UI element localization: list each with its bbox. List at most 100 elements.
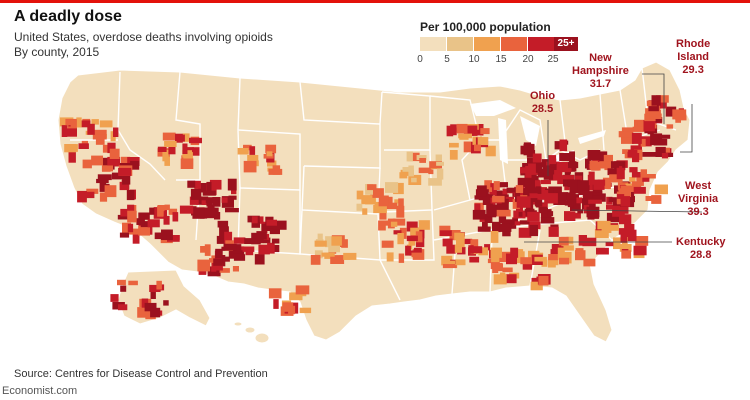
county-cell	[548, 254, 559, 262]
county-cell	[490, 247, 502, 258]
county-cell	[119, 232, 130, 238]
county-cell	[64, 144, 77, 153]
county-cell	[480, 128, 490, 135]
legend-swatch-3	[501, 37, 527, 51]
annotation-rhode-island-value: 29.3	[682, 64, 704, 76]
county-cell	[498, 251, 511, 262]
county-cell	[606, 212, 620, 223]
alaska-shape	[117, 269, 211, 327]
top-rule	[0, 0, 750, 3]
county-cell	[330, 255, 345, 264]
county-cell	[550, 249, 562, 259]
county-cell	[70, 119, 77, 130]
county-cell	[138, 225, 150, 236]
county-cell	[356, 203, 363, 211]
legend-swatch-2	[474, 37, 500, 51]
county-cell	[463, 125, 478, 136]
county-cell	[621, 133, 635, 144]
county-cell	[127, 210, 137, 223]
county-cell	[649, 113, 662, 119]
county-cell	[68, 150, 76, 163]
county-cell	[527, 211, 540, 222]
county-cell	[163, 215, 170, 225]
county-cell	[642, 177, 650, 182]
annotation-leaders	[524, 73, 703, 243]
county-cell	[558, 236, 569, 246]
county-cell	[519, 220, 530, 225]
county-cell	[149, 284, 161, 292]
county-cell	[110, 294, 119, 302]
overdose-hotspots	[59, 95, 687, 320]
legend-tick-20: 20	[522, 54, 534, 65]
county-cell	[469, 256, 480, 263]
county-cell	[267, 242, 275, 254]
county-cell	[436, 161, 444, 166]
county-cell	[273, 220, 287, 230]
county-cell	[390, 221, 398, 227]
county-cell	[650, 133, 663, 146]
county-cell	[102, 144, 109, 153]
county-cell	[502, 267, 513, 273]
county-cell	[530, 281, 543, 291]
county-cell	[444, 260, 455, 266]
county-cell	[406, 221, 418, 232]
county-cell	[228, 250, 243, 259]
county-cell	[539, 203, 548, 210]
county-cell	[540, 217, 555, 224]
county-cell	[506, 187, 519, 193]
county-cell	[122, 222, 132, 235]
county-cell	[482, 194, 493, 205]
legend-swatch-top: 25+	[554, 37, 578, 51]
county-cell	[454, 244, 462, 253]
county-cell	[221, 197, 228, 203]
county-cell	[256, 231, 267, 240]
county-cell	[378, 195, 389, 207]
county-cell	[91, 119, 99, 125]
county-cell	[592, 193, 606, 202]
county-cell	[576, 197, 582, 204]
county-cell	[77, 120, 91, 128]
county-cell	[651, 195, 662, 204]
county-cell	[442, 264, 457, 269]
legend-tick-15: 15	[495, 54, 507, 65]
county-cell	[449, 142, 459, 148]
county-cell	[379, 209, 387, 220]
county-cell	[472, 246, 483, 254]
county-cell	[144, 302, 157, 312]
county-cell	[547, 260, 559, 266]
county-cell	[102, 166, 111, 172]
county-cell	[87, 123, 95, 135]
county-cell	[563, 252, 572, 264]
county-cell	[97, 174, 112, 181]
county-cell	[446, 244, 456, 254]
annotation-west-virginia-name-2: Virginia	[678, 193, 719, 205]
county-cell	[658, 134, 671, 139]
county-cell	[458, 133, 472, 139]
county-cell	[187, 180, 196, 188]
county-cell	[266, 219, 277, 226]
county-cell	[544, 193, 558, 204]
county-cell	[99, 120, 113, 128]
county-cell	[76, 117, 82, 128]
county-cell	[536, 190, 549, 200]
county-cell	[513, 210, 519, 219]
county-cell	[666, 124, 674, 129]
county-cell	[99, 180, 107, 192]
county-cell	[119, 181, 130, 191]
county-cell	[621, 250, 632, 259]
county-cell	[113, 127, 119, 137]
county-cell	[289, 292, 303, 301]
county-cell	[117, 214, 131, 220]
county-cell	[629, 177, 636, 183]
county-cell	[65, 128, 77, 137]
county-cell	[446, 125, 454, 137]
county-cell	[243, 144, 252, 151]
county-cell	[411, 177, 417, 183]
county-cell	[442, 238, 453, 247]
county-cell	[456, 123, 468, 134]
county-cell	[435, 154, 442, 163]
county-cell	[154, 232, 167, 240]
county-cell	[518, 227, 532, 238]
county-cell	[243, 160, 257, 173]
county-cell	[271, 238, 280, 244]
